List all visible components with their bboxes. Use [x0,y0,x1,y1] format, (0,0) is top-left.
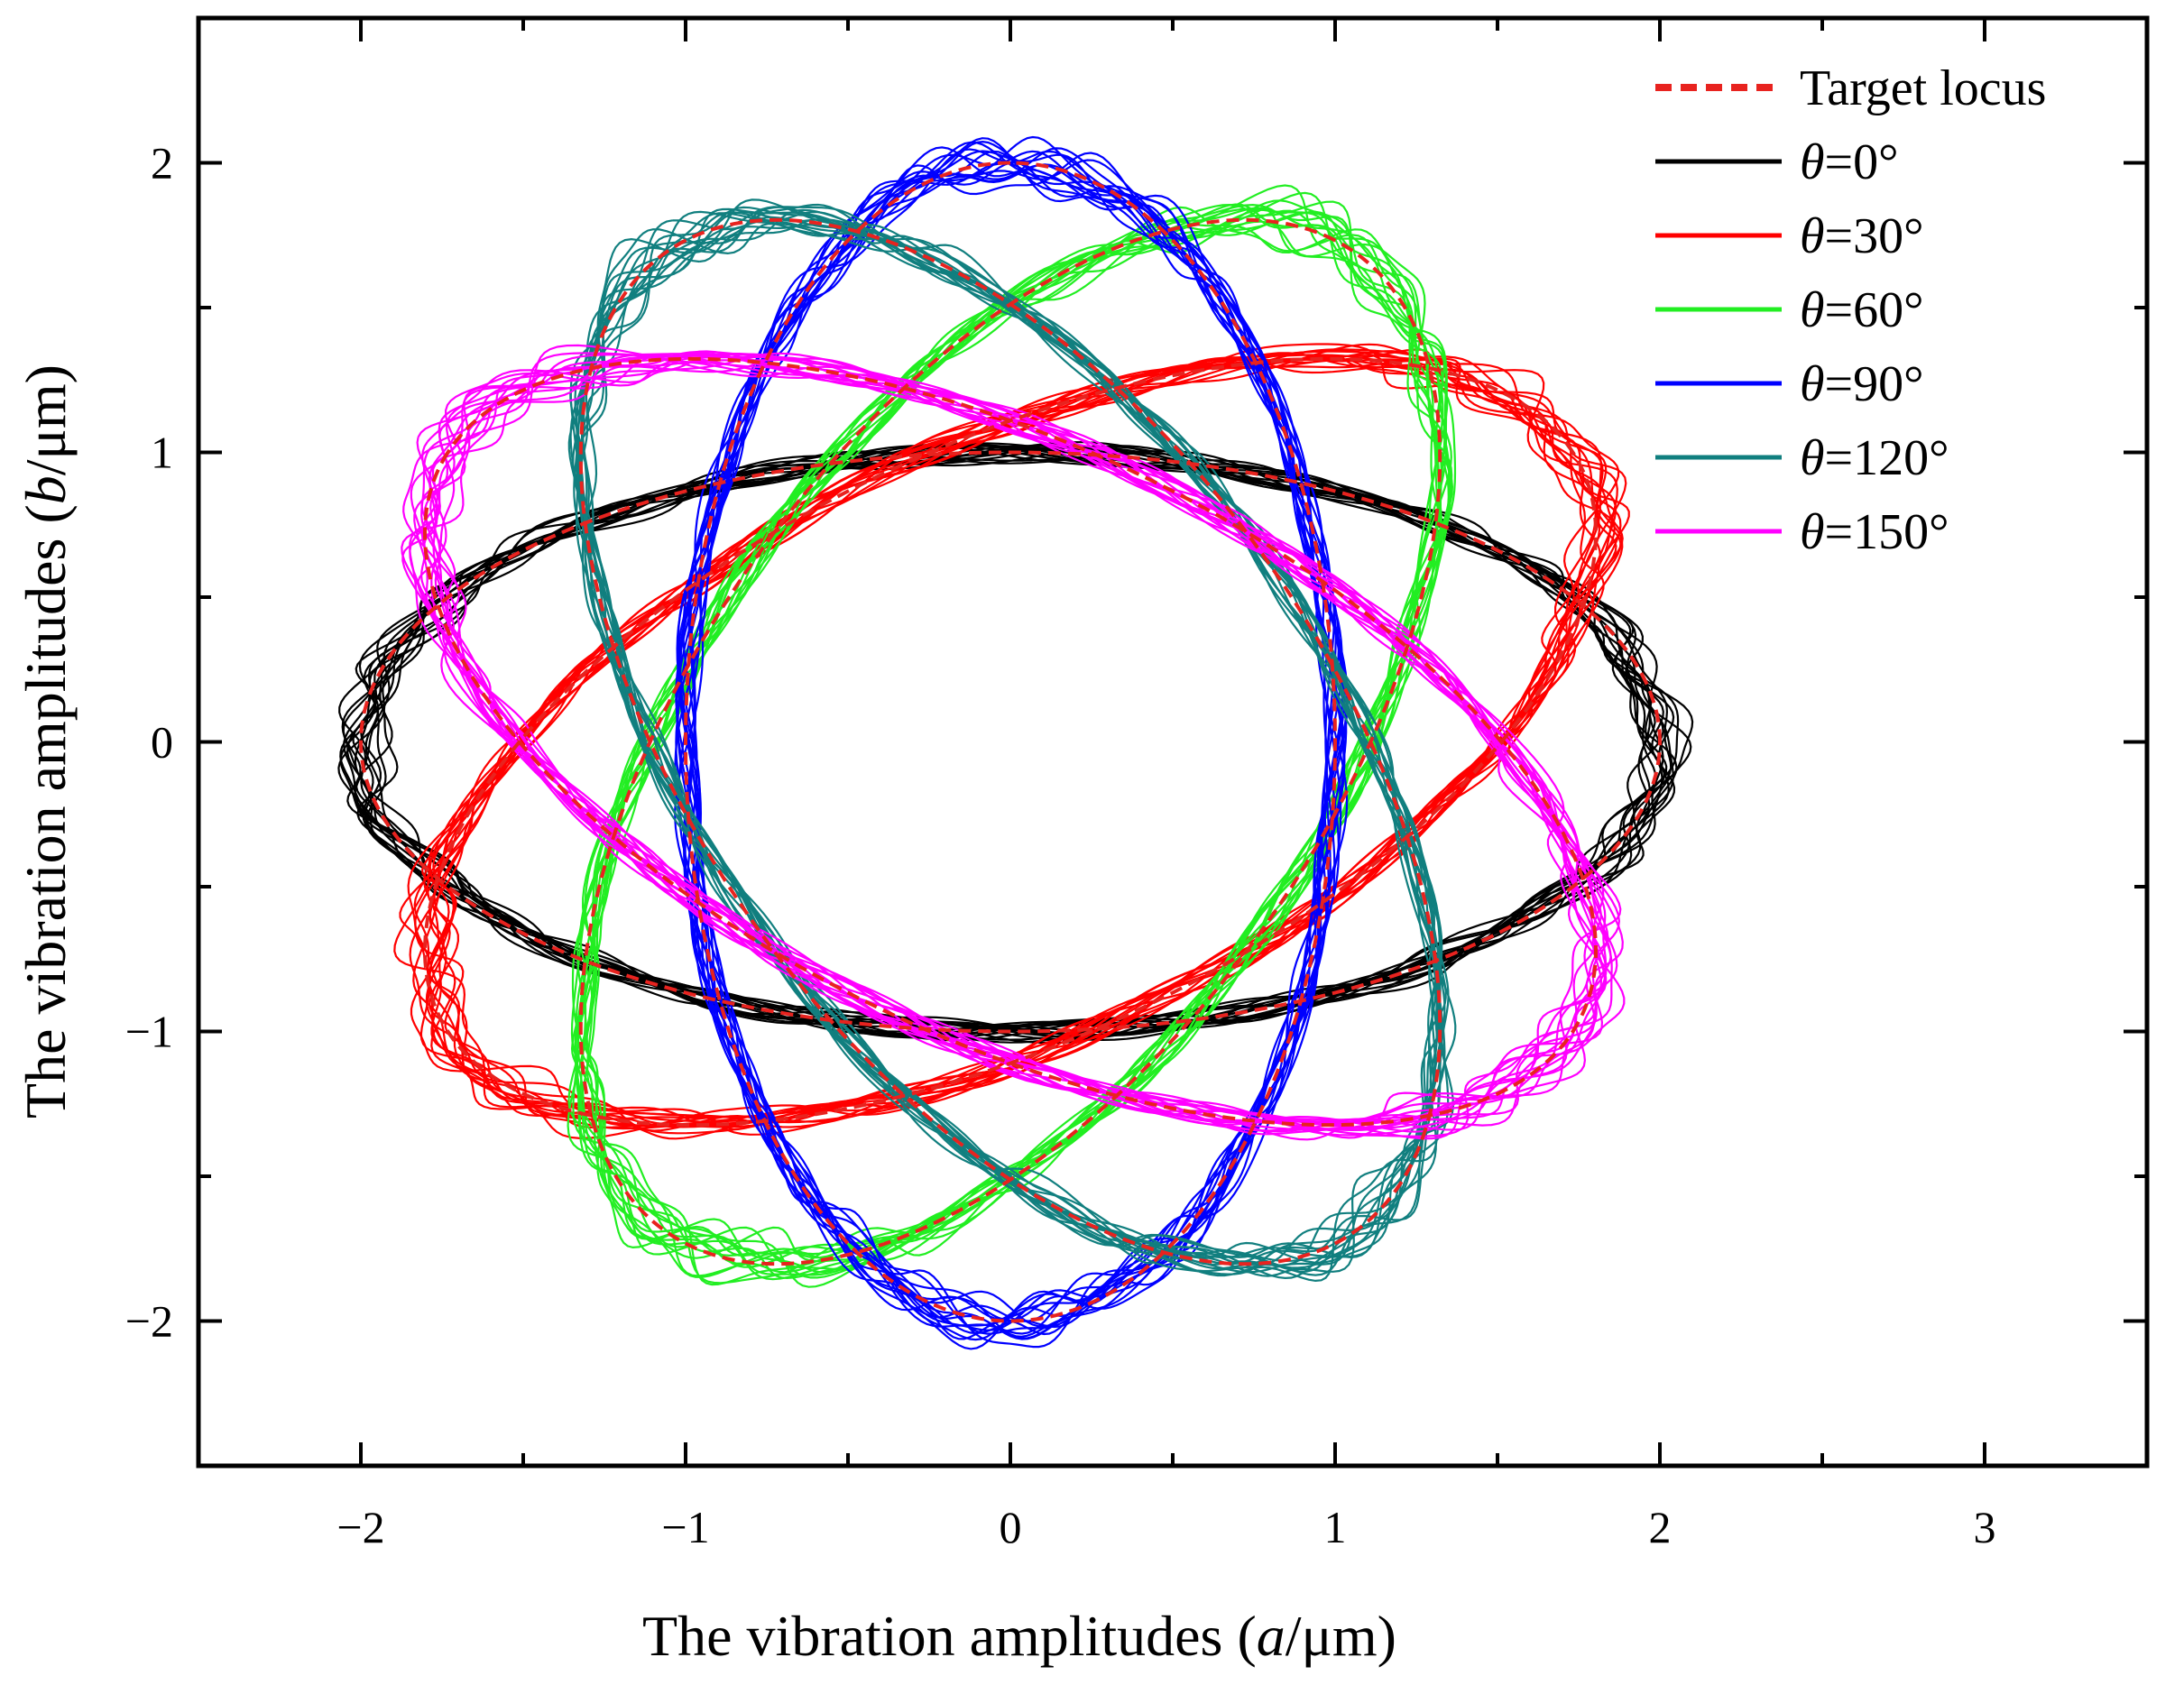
x-tick-label: 3 [1974,1502,1996,1552]
series-theta-150 [401,344,1626,1141]
target-locus-theta-90 [683,161,1338,1323]
series-theta-120 [567,198,1457,1283]
series-theta-60 [567,184,1457,1288]
legend-label-target: Target locus [1800,60,2046,116]
series-trace [421,357,1607,1132]
legend-label-theta-30: θ=30° [1800,208,1924,264]
series-trace [412,355,1601,1135]
legend-label-theta-0: θ=0° [1800,134,1899,190]
series-trace [569,211,1438,1266]
target-locus-theta-60 [578,217,1442,1266]
series-trace [570,206,1444,1284]
series-trace [419,343,1624,1136]
target-locus-theta-120 [578,217,1442,1266]
target-locus-theta-30 [422,356,1599,1128]
data-curves [337,135,1694,1350]
legend-label-theta-90: θ=90° [1800,356,1924,412]
series-trace [355,445,1692,1041]
target-locus-theta-0 [358,450,1662,1034]
y-tick-label: −1 [125,1007,173,1057]
series-trace [409,357,1605,1140]
y-tick-label: 1 [151,428,173,478]
series-trace [581,223,1457,1283]
series-trace [354,445,1674,1033]
series-trace [401,352,1608,1141]
series-trace [363,452,1680,1041]
legend-label-theta-150: θ=150° [1800,504,1949,560]
series-trace [579,210,1446,1273]
series-trace [421,350,1624,1131]
y-tick-label: 0 [151,717,173,768]
x-tick-label: −1 [661,1502,709,1552]
y-tick-label: 2 [151,138,173,189]
series-trace [579,207,1452,1260]
x-tick-label: 1 [1324,1502,1347,1552]
series-trace [576,200,1444,1274]
target-locus-group [358,161,1662,1323]
legend-label-theta-120: θ=120° [1800,430,1949,486]
series-trace [429,361,1618,1130]
series-trace [677,137,1347,1341]
series-trace [579,191,1446,1271]
series-theta-90 [674,135,1349,1350]
y-axis-title: The vibration amplitudes (b/μm) [14,364,78,1119]
series-trace [677,147,1342,1338]
series-trace [352,442,1676,1039]
axis-ticks: −2 −1 0 1 2 3 −2 −1 0 1 2 [125,16,2149,1552]
target-locus-theta-150 [422,356,1599,1128]
x-tick-label: −2 [336,1502,384,1552]
legend-label-theta-60: θ=60° [1800,282,1924,338]
series-theta-30 [393,343,1630,1140]
legend: Target locus θ=0° θ=30° θ=60° θ=90° θ=120° θ=1… [1655,60,2046,560]
x-axis-title: The vibration amplitudes (a/μm) [642,1604,1396,1668]
x-tick-label: 0 [1000,1502,1022,1552]
y-tick-label: −2 [125,1296,173,1347]
series-trace [337,444,1678,1037]
series-trace [429,355,1612,1140]
series-trace [567,209,1451,1280]
x-tick-label: 2 [1649,1502,1672,1552]
